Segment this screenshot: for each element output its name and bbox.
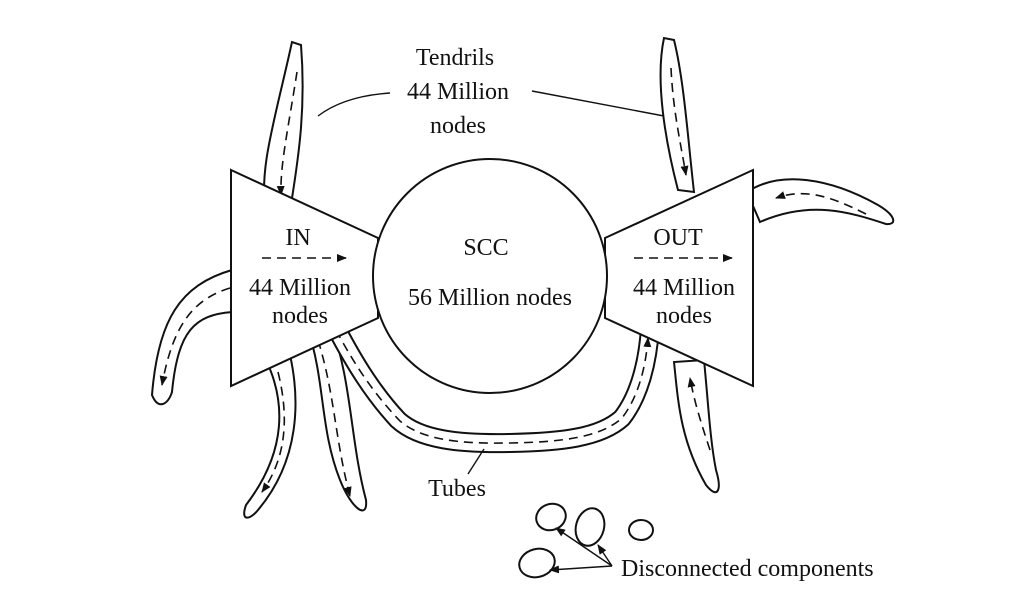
tendrils-title: Tendrils xyxy=(416,45,494,71)
disconnected-blob-4 xyxy=(518,547,556,579)
disconnected-blob-3 xyxy=(628,519,654,541)
tubes-leader xyxy=(467,448,485,475)
tubes-text: Tubes xyxy=(428,476,486,502)
tendrils-leader-left xyxy=(317,92,391,117)
tendrils-leader-right xyxy=(531,90,665,117)
scc-component: SCC 56 Million nodes xyxy=(372,158,608,394)
tubes-label: Tubes xyxy=(428,448,486,502)
in-unit: nodes xyxy=(272,303,328,329)
tendril-left xyxy=(150,268,233,406)
scc-count: 56 Million nodes xyxy=(408,285,572,311)
tendril-upper-right xyxy=(659,36,696,194)
in-component: IN 44 Million nodes xyxy=(230,168,379,388)
tendrils-unit: nodes xyxy=(430,113,486,139)
disconnected-label: Disconnected components xyxy=(621,556,874,582)
tendrils-label: Tendrils 44 Million nodes xyxy=(317,45,665,139)
tendril-lower-left-1 xyxy=(243,353,297,519)
tendril-right xyxy=(745,178,895,226)
scc-title: SCC xyxy=(463,235,508,261)
disconnected-blob-1 xyxy=(535,502,567,532)
in-title: IN xyxy=(285,225,310,251)
tendrils-count: 44 Million xyxy=(407,79,509,105)
tube xyxy=(324,317,660,454)
tendril-lower-right xyxy=(672,358,720,494)
disconnected-components: Disconnected components xyxy=(518,502,874,582)
out-count: 44 Million xyxy=(633,275,735,301)
in-count: 44 Million xyxy=(249,275,351,301)
tendril-lower-left-2 xyxy=(306,320,368,512)
out-title: OUT xyxy=(653,225,703,251)
disconnected-blob-2 xyxy=(574,507,606,547)
out-component: OUT 44 Million nodes xyxy=(604,168,754,388)
out-unit: nodes xyxy=(656,303,712,329)
